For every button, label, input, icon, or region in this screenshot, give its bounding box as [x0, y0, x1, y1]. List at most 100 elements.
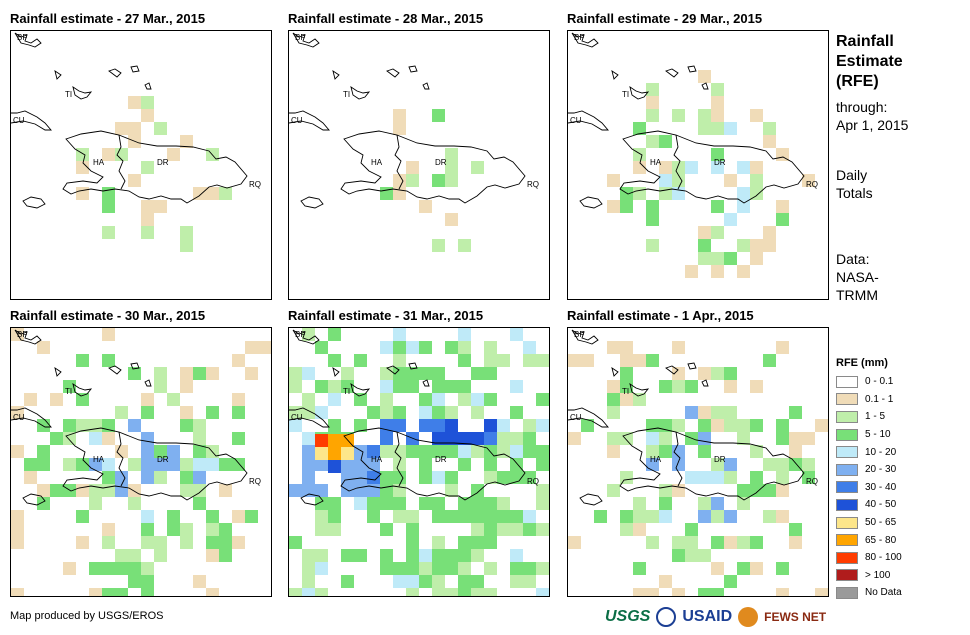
rainfall-cell: [737, 562, 750, 575]
rainfall-cell: [180, 239, 193, 252]
rainfall-cell: [685, 380, 698, 393]
rainfall-cell: [354, 354, 367, 367]
legend-swatch: [836, 498, 858, 511]
rainfall-cell: [380, 367, 393, 380]
rainfall-cell: [776, 562, 789, 575]
map-label-rq: RQ: [527, 477, 539, 486]
map-label-rq: RQ: [806, 180, 818, 189]
rainfall-cell: [393, 458, 406, 471]
rainfall-cell: [633, 562, 646, 575]
jamaica-coastline: [579, 196, 603, 209]
rainfall-cell: [711, 536, 724, 549]
bahamas-islands: [611, 65, 709, 90]
rainfall-cell: [672, 174, 685, 187]
jamaica-coastline: [300, 493, 324, 506]
hispaniola-coastline: [62, 427, 248, 501]
map-label-dr: DR: [435, 158, 447, 167]
rainfall-cell: [594, 510, 607, 523]
rainfall-cell: [328, 434, 341, 447]
cuba-coastline: [11, 110, 52, 131]
rainfall-cell: [685, 471, 698, 484]
rainfall-cell: [724, 174, 737, 187]
panel-title: Rainfall estimate - 27 Mar., 2015: [10, 11, 206, 26]
rainfall-cell: [646, 239, 659, 252]
rainfall-cell: [141, 575, 154, 588]
rainfall-cell: [432, 575, 445, 588]
rainfall-cell: [711, 562, 724, 575]
rainfall-cell: [63, 380, 76, 393]
rainfall-cell: [232, 393, 245, 406]
map-label-cu: CU: [291, 413, 303, 422]
legend-item: 20 - 30: [836, 461, 902, 479]
fews-net-icon: [738, 607, 759, 627]
side-title-line: Rainfall: [836, 33, 894, 50]
rainfall-cell: [497, 510, 510, 523]
rainfall-cell: [750, 380, 763, 393]
rainfall-cell: [497, 497, 510, 510]
rainfall-cell: [724, 252, 737, 265]
rainfall-cell: [536, 419, 549, 432]
rainfall-cell: [154, 122, 167, 135]
legend-items: 0 - 0.1 0.1 - 1 1 - 5 5 - 10 10 - 20 20 - 30 3…: [836, 373, 902, 602]
rainfall-cell: [750, 239, 763, 252]
rainfall-cell: [672, 161, 685, 174]
rainfall-cell: [458, 341, 471, 354]
rainfall-cell: [406, 341, 419, 354]
rainfall-cell: [763, 484, 776, 497]
rainfall-cell: [445, 406, 458, 419]
map-label-bf: BF: [17, 33, 27, 42]
rainfall-cell: [711, 265, 724, 278]
rainfall-cell: [432, 588, 445, 596]
rainfall-cell: [302, 445, 315, 458]
rainfall-cell: [406, 575, 419, 588]
rainfall-cell: [393, 510, 406, 523]
jamaica-coastline: [300, 196, 324, 209]
rainfall-cell: [698, 406, 711, 419]
map-label-bf: BF: [17, 330, 27, 339]
rainfall-cell: [724, 471, 737, 484]
rainfall-cell: [432, 562, 445, 575]
rainfall-cell: [219, 536, 232, 549]
rainfall-cell: [354, 471, 367, 484]
rainfall-cell: [445, 588, 458, 596]
rainfall-cell: [698, 588, 711, 596]
rainfall-cell: [802, 432, 815, 445]
rainfall-cell: [646, 588, 659, 596]
rainfall-cell: [432, 367, 445, 380]
rainfall-cell: [154, 549, 167, 562]
rainfall-cell: [763, 122, 776, 135]
rainfall-cell: [128, 122, 141, 135]
rainfall-cell: [219, 549, 232, 562]
rainfall-cell: [193, 497, 206, 510]
rainfall-cell: [484, 458, 497, 471]
rainfall-cell: [711, 161, 724, 174]
rainfall-cell: [432, 510, 445, 523]
rainfall-cell: [89, 588, 102, 596]
rainfall-cell: [698, 510, 711, 523]
daily-totals-line: Daily: [836, 167, 868, 183]
rainfall-cell: [232, 536, 245, 549]
rainfall-cell: [432, 445, 445, 458]
rainfall-cell: [406, 445, 419, 458]
rainfall-cell: [445, 213, 458, 226]
rainfall-cell: [419, 406, 432, 419]
rainfall-cell: [406, 174, 419, 187]
rainfall-cell: [458, 393, 471, 406]
rainfall-cell: [315, 588, 328, 596]
legend-label: 40 - 50: [865, 499, 897, 511]
rainfall-cell: [154, 471, 167, 484]
rainfall-cell: [445, 510, 458, 523]
rainfall-cell: [141, 562, 154, 575]
rainfall-cell: [711, 200, 724, 213]
rainfall-cell: [724, 380, 737, 393]
map-label-ti: TI: [622, 387, 629, 396]
rainfall-cell: [354, 497, 367, 510]
map-label-rq: RQ: [249, 477, 261, 486]
haiti-dr-border: [673, 431, 683, 487]
rainfall-cell: [393, 575, 406, 588]
legend-label: No Data: [865, 587, 902, 599]
rainfall-cell: [659, 432, 672, 445]
rainfall-cell: [698, 122, 711, 135]
rainfall-cell: [763, 354, 776, 367]
rainfall-cell: [432, 109, 445, 122]
